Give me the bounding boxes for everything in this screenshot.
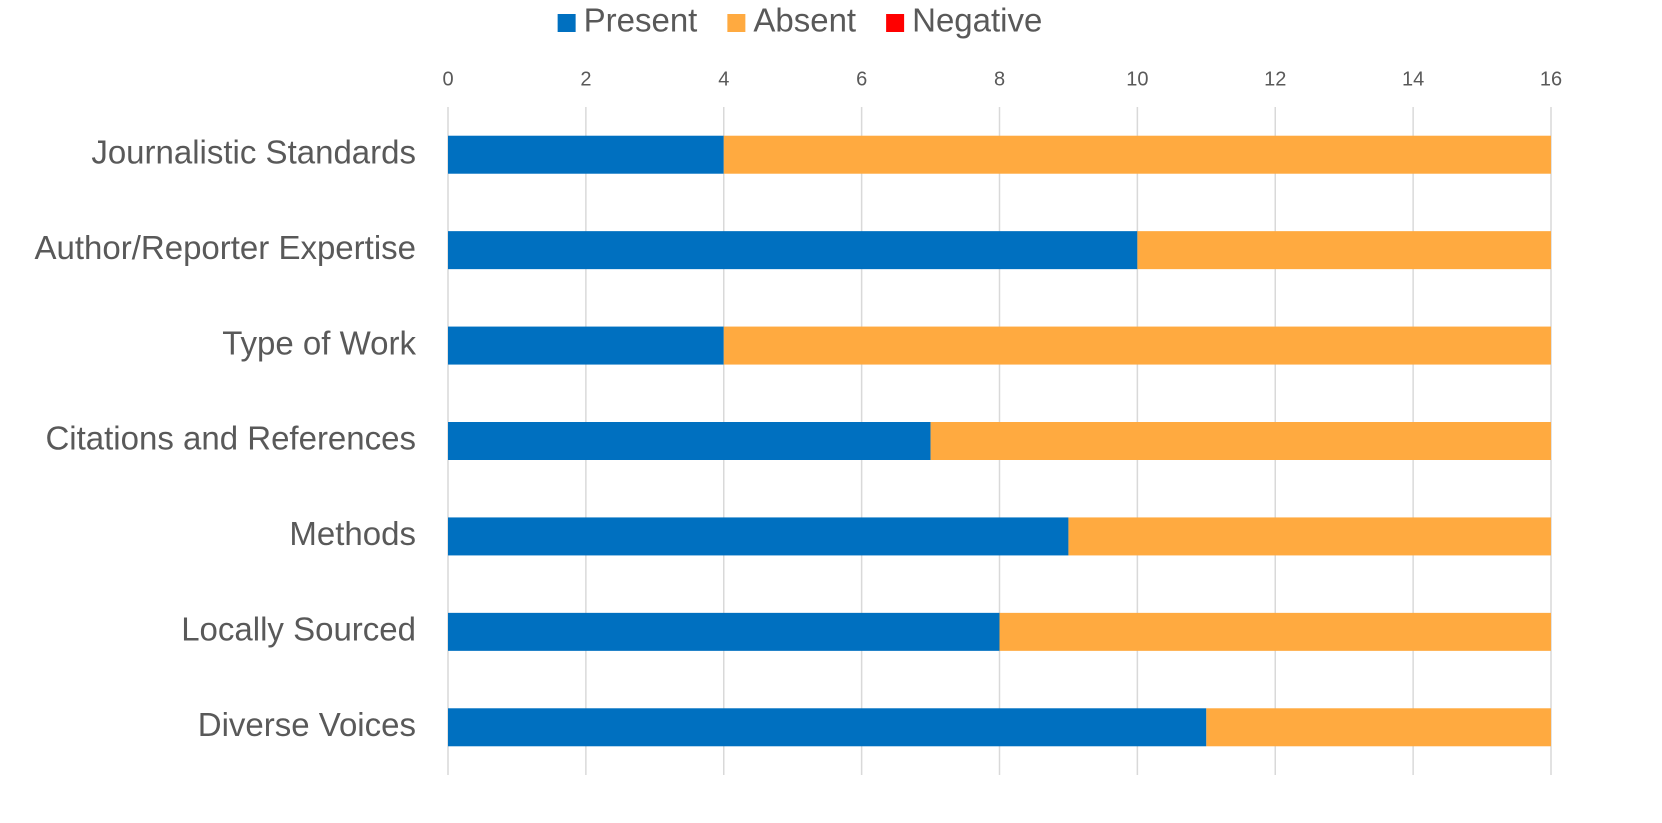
y-tick-label: Methods bbox=[289, 515, 416, 552]
legend-swatch bbox=[727, 14, 746, 32]
legend-label: Negative bbox=[912, 2, 1042, 39]
y-tick-label: Journalistic Standards bbox=[91, 133, 416, 170]
x-tick-label: 6 bbox=[856, 68, 867, 90]
x-tick-label: 8 bbox=[994, 68, 1005, 90]
y-tick-label: Author/Reporter Expertise bbox=[34, 229, 416, 266]
x-tick-label: 0 bbox=[442, 68, 453, 90]
bar-segment bbox=[1068, 517, 1551, 556]
legend-label: Absent bbox=[753, 2, 856, 39]
bar-segment bbox=[448, 422, 931, 460]
y-tick-label: Diverse Voices bbox=[198, 706, 416, 743]
x-tick-label: 14 bbox=[1402, 68, 1424, 90]
bar-segment bbox=[723, 326, 1551, 365]
y-tick-label: Locally Sourced bbox=[181, 611, 416, 648]
x-tick-label: 2 bbox=[580, 68, 591, 90]
bar-segment bbox=[999, 612, 1551, 651]
x-tick-label: 4 bbox=[718, 68, 729, 90]
bar-segment bbox=[448, 231, 1138, 270]
bar-segment bbox=[448, 135, 724, 174]
bar-segment bbox=[448, 326, 724, 365]
bar-segment bbox=[1137, 231, 1551, 270]
bar-segment bbox=[1206, 708, 1551, 747]
bar-segment bbox=[448, 517, 1069, 556]
x-tick-label: 12 bbox=[1264, 68, 1286, 90]
x-tick-label: 16 bbox=[1540, 68, 1562, 90]
legend-swatch bbox=[557, 14, 576, 32]
x-tick-label: 10 bbox=[1126, 68, 1148, 90]
y-tick-label: Type of Work bbox=[222, 324, 416, 361]
bar-segment bbox=[448, 612, 1000, 651]
bar-segment bbox=[448, 708, 1207, 747]
bar-segment bbox=[723, 135, 1551, 174]
legend-swatch bbox=[886, 14, 905, 32]
legend-label: Present bbox=[584, 2, 698, 39]
y-tick-label: Citations and References bbox=[45, 420, 416, 457]
bar-segment bbox=[930, 422, 1551, 460]
